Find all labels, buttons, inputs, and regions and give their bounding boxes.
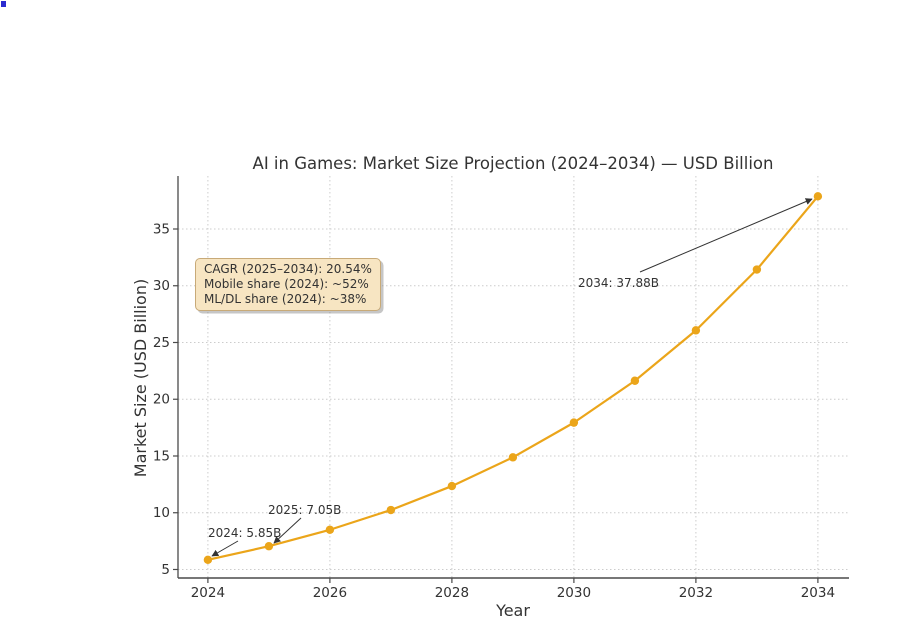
info-line-mobile-share: Mobile share (2024): ~52% bbox=[204, 277, 369, 291]
y-tick-label: 20 bbox=[153, 392, 170, 408]
axis-ticks: 2024 2026 2028 2030 2032 2034 5 10 15 20 25 30 35 bbox=[153, 222, 835, 601]
gridlines bbox=[178, 176, 849, 578]
data-point-marker bbox=[325, 525, 335, 534]
data-point-marker bbox=[203, 555, 213, 565]
data-point-marker bbox=[691, 326, 701, 335]
y-tick-label: 10 bbox=[153, 505, 170, 521]
x-axis-label: Year bbox=[495, 601, 530, 620]
series-line bbox=[203, 192, 823, 565]
artifact-blue-dot bbox=[1, 1, 6, 7]
x-tick-label: 2028 bbox=[435, 585, 469, 601]
axes-spines bbox=[177, 176, 849, 579]
y-tick-label: 25 bbox=[153, 335, 170, 351]
y-tick-label: 15 bbox=[153, 448, 170, 464]
data-point-marker bbox=[752, 265, 762, 274]
x-tick-label: 2034 bbox=[801, 585, 835, 601]
x-tick-label: 2026 bbox=[313, 585, 347, 601]
annotation-arrow bbox=[273, 517, 302, 544]
info-line-cagr: CAGR (2025–2034): 20.54% bbox=[204, 262, 372, 276]
chart-title: AI in Games: Market Size Projection (202… bbox=[253, 154, 774, 173]
y-tick-label: 35 bbox=[153, 222, 170, 238]
x-tick-label: 2032 bbox=[679, 585, 713, 601]
annotation-arrow bbox=[639, 198, 813, 273]
annotation-label: 2025: 7.05B bbox=[268, 503, 341, 517]
y-tick-label: 5 bbox=[161, 562, 170, 578]
data-point-marker bbox=[630, 376, 640, 385]
data-point-marker bbox=[813, 192, 823, 201]
annotation-label: 2034: 37.88B bbox=[578, 276, 659, 290]
annotation-label: 2024: 5.85B bbox=[208, 526, 281, 540]
x-tick-label: 2030 bbox=[557, 585, 591, 601]
x-tick-label: 2024 bbox=[191, 585, 225, 601]
info-line-mldl-share: ML/DL share (2024): ~38% bbox=[204, 292, 367, 306]
data-point-marker bbox=[386, 505, 396, 515]
annotation-arrow bbox=[211, 540, 239, 557]
data-point-marker bbox=[264, 542, 274, 551]
chart-info-box: CAGR (2025–2034): 20.54% Mobile share (2… bbox=[195, 258, 381, 311]
y-axis-label: Market Size (USD Billion) bbox=[131, 279, 150, 477]
data-point-marker bbox=[569, 418, 579, 427]
annotations: 2024: 5.85B 2025: 7.05B 2034: 37.88B bbox=[208, 198, 813, 557]
data-point-marker bbox=[447, 481, 457, 491]
data-point-marker bbox=[508, 453, 518, 462]
y-tick-label: 30 bbox=[153, 278, 170, 294]
